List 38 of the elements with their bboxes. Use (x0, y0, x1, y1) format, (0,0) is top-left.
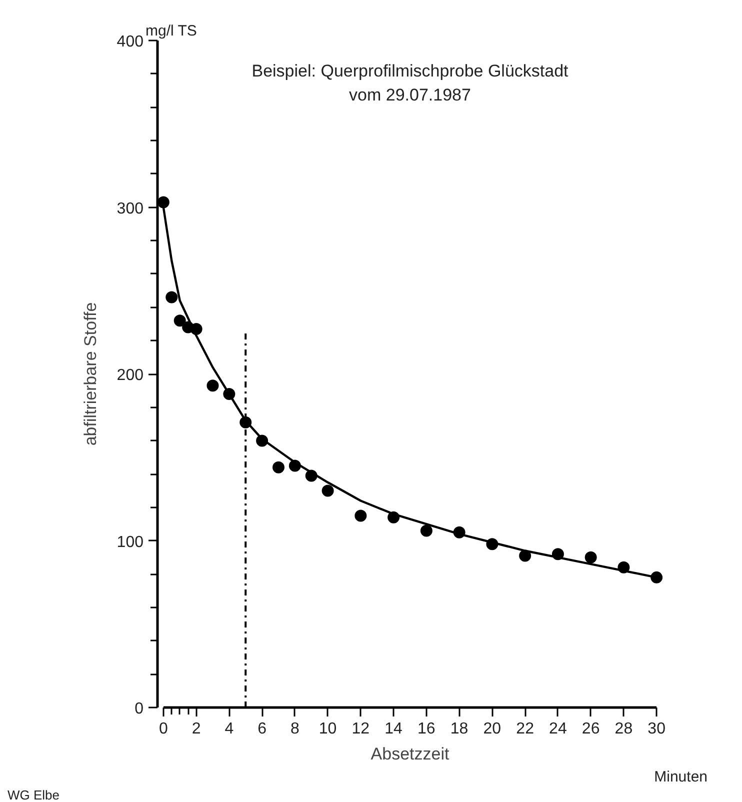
x-tick-label: 14 (384, 720, 403, 738)
point (584, 551, 597, 564)
y-axis-title: abfiltrierbare Stoffe (80, 302, 100, 446)
x-tick-label: 4 (224, 720, 234, 738)
x-tick-label: 22 (516, 720, 534, 738)
x-tick-label: 20 (483, 720, 502, 738)
text: vom 29.07.1987 (349, 86, 471, 104)
x-tick-label: 28 (614, 720, 633, 738)
point (206, 380, 219, 392)
x-tick-label: 12 (352, 720, 370, 738)
x-tick-label: 6 (258, 720, 267, 738)
point (650, 571, 662, 584)
point (158, 196, 170, 208)
x-axis-title: Absetzzeit (370, 744, 450, 764)
point (354, 510, 367, 522)
text: WG Elbe (8, 788, 60, 802)
y-tick-label: 400 (116, 34, 144, 50)
point (322, 484, 334, 497)
x-tick-label: 10 (318, 720, 337, 738)
text: Minuten (654, 768, 708, 786)
x-tick-label: 18 (450, 720, 468, 738)
x-tick-label: 2 (192, 720, 201, 738)
y-tick-label: 200 (116, 367, 144, 384)
x-tick-label: 16 (418, 720, 436, 738)
y-tick-label: 0 (134, 700, 144, 718)
x-tick-label: 0 (158, 720, 168, 738)
y-tick-label: 100 (116, 534, 144, 551)
y-tick-label: 300 (116, 200, 144, 218)
text: mg/l TS (146, 22, 197, 40)
x-tick-label: 8 (290, 720, 300, 738)
x-tick-label: 26 (582, 720, 600, 738)
point (174, 314, 186, 327)
point (272, 461, 284, 474)
point (420, 524, 432, 537)
x-tick-label: 24 (549, 720, 567, 738)
text: Beispiel: Querprofilmischprobe Glückstadt (252, 62, 569, 80)
x-tick-label: 30 (648, 720, 666, 738)
point (166, 291, 178, 304)
